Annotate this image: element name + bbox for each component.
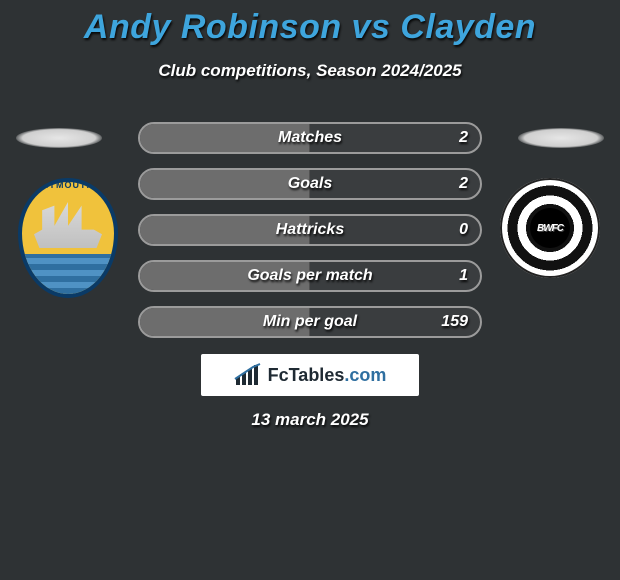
stat-label: Goals per match [140, 262, 480, 290]
stat-row-matches: Matches 2 [138, 122, 482, 154]
page-title: Andy Robinson vs Clayden [0, 0, 620, 47]
ring-badge-icon: BWFC [500, 178, 600, 278]
stat-row-goals: Goals 2 [138, 168, 482, 200]
team-crest-right: BWFC [500, 178, 600, 278]
stat-label: Goals [140, 170, 480, 198]
stat-row-goals-per-match: Goals per match 1 [138, 260, 482, 292]
stat-value-right: 159 [441, 308, 468, 336]
crest-shadow-left [16, 128, 102, 148]
stat-value-right: 2 [459, 170, 468, 198]
brand-text: FcTables.com [268, 365, 387, 386]
team-crest-left: EYMOUTH [18, 178, 118, 298]
brand-text-main: FcTables [268, 365, 345, 385]
brand-text-suffix: .com [344, 365, 386, 385]
stat-value-right: 0 [459, 216, 468, 244]
snapshot-date: 13 march 2025 [0, 410, 620, 430]
brand-badge: FcTables.com [201, 354, 419, 396]
stat-row-min-per-goal: Min per goal 159 [138, 306, 482, 338]
stat-label: Min per goal [140, 308, 480, 336]
page-subtitle: Club competitions, Season 2024/2025 [0, 61, 620, 81]
stats-block: Matches 2 Goals 2 Hattricks 0 Goals per … [138, 122, 482, 352]
crest-left-text: EYMOUTH [22, 180, 114, 190]
stat-row-hattricks: Hattricks 0 [138, 214, 482, 246]
stat-value-right: 2 [459, 124, 468, 152]
shield-icon: EYMOUTH [18, 178, 118, 298]
crest-shadow-right [518, 128, 604, 148]
bar-chart-icon [234, 363, 262, 387]
crest-right-core: BWFC [530, 208, 570, 248]
stat-label: Hattricks [140, 216, 480, 244]
comparison-card: Andy Robinson vs Clayden Club competitio… [0, 0, 620, 580]
stat-label: Matches [140, 124, 480, 152]
ship-icon [34, 202, 102, 248]
waves-icon [22, 254, 114, 294]
stat-value-right: 1 [459, 262, 468, 290]
